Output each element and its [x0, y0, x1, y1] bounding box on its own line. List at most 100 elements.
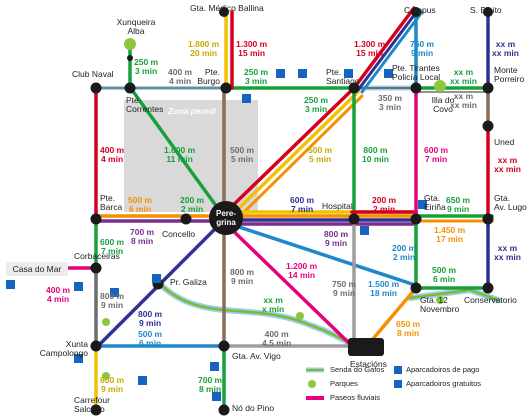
- station-node: [90, 340, 102, 352]
- distance-label: 650 m 9 min: [446, 195, 471, 214]
- station-carrefour-salcedo[interactable]: Carrefour Salcedo: [74, 395, 110, 414]
- station-pte-correntes[interactable]: Pte. Correntes: [126, 95, 164, 114]
- distance-label: 1.500 m 18 min: [368, 279, 400, 298]
- distance-label: 500 m 5 min: [308, 145, 333, 164]
- distance-label: xx m xx min: [494, 243, 521, 262]
- station-pr-galiza[interactable]: Pr. Galiza: [170, 277, 207, 287]
- distance-label: 400 m 4 min: [168, 67, 193, 86]
- station-node: [348, 213, 360, 225]
- station-uned[interactable]: Uned: [494, 137, 515, 147]
- distance-label: 1.300 m 15 min: [354, 39, 386, 58]
- station-node: [348, 82, 360, 94]
- station-estacions[interactable]: Estacións: [350, 359, 387, 369]
- distance-label: 650 m 8 min: [396, 319, 421, 338]
- distance-label: 750 m 9 min: [332, 279, 357, 298]
- station-node: [483, 7, 493, 17]
- pedestrian-zone: [124, 100, 258, 212]
- station-gta-eirina[interactable]: Gta. Eiriña: [424, 193, 446, 212]
- park-icon: [434, 80, 446, 92]
- distance-label: 400 m 4 min: [46, 285, 71, 304]
- distance-label: xx m x min: [262, 295, 285, 314]
- route-santiago-campus-red: [352, 6, 416, 90]
- station-monte-porreiro[interactable]: Monte Porreiro: [494, 65, 525, 84]
- station-xunta-campolongo[interactable]: Xunta Campolongo: [39, 339, 88, 358]
- distance-label: 400 m 4 min: [100, 145, 125, 164]
- station-pte-burgo[interactable]: Pte. Burgo: [197, 67, 220, 86]
- station-node: [410, 213, 422, 225]
- station-node: [411, 7, 421, 17]
- distance-label: 600 m 7 min: [290, 195, 315, 214]
- route-peregrina-santiago-red: [222, 86, 356, 216]
- distance-label: xx m xx min: [494, 155, 521, 174]
- station-node: [482, 120, 494, 132]
- distance-label: 200 m 2 min: [392, 243, 417, 262]
- station-no-do-pino[interactable]: Nó do Pino: [232, 403, 275, 413]
- hub-label: Pere- grina: [215, 209, 236, 227]
- distance-label: 350 m 3 min: [378, 93, 403, 112]
- station-gta-av-lugo[interactable]: Gta. Av. Lugo: [494, 193, 527, 212]
- distance-label: xx m xx min: [450, 67, 477, 86]
- station-campus[interactable]: Campus: [404, 5, 436, 15]
- station-concello[interactable]: Concello: [162, 229, 196, 239]
- distance-label: 500 m 6 min: [128, 195, 153, 214]
- distance-label: 750 m 9 min: [410, 39, 435, 58]
- station-xunqueira-alba[interactable]: Xunqueira Alba: [116, 17, 156, 36]
- station-corbaceiras[interactable]: Corbaceiras: [74, 251, 120, 261]
- distance-label: 800 m 9 min: [100, 291, 125, 310]
- park-icon: [296, 312, 304, 320]
- station-node: [219, 7, 229, 17]
- distance-label: 800 m 10 min: [362, 145, 389, 164]
- parking-markers: [6, 69, 427, 401]
- distance-label: 1.800 m 20 min: [188, 39, 220, 58]
- zone-label: Zona peonil: [168, 106, 216, 116]
- distance-label: 1.000 m 11 min: [164, 145, 196, 164]
- station-gta-av-vigo[interactable]: Gta. Av. Vigo: [232, 351, 281, 361]
- distance-label: 1.300 m 15 min: [236, 39, 268, 58]
- route-peregrina-12nov: [222, 220, 414, 286]
- distance-label: 600 m 7 min: [424, 145, 449, 164]
- station-s-bieito[interactable]: S. Bieito: [470, 5, 502, 15]
- park-markers: [102, 38, 446, 380]
- route-peregrina-santiago-yellow: [227, 90, 360, 220]
- legend-parques: Parques: [330, 379, 358, 388]
- station-node: [90, 404, 102, 416]
- distance-label: 800 m 9 min: [324, 229, 349, 248]
- station-conservatorio[interactable]: Conservatorio: [464, 295, 517, 305]
- distance-label: 600 m 7 min: [100, 237, 125, 256]
- legend-gratuitos: Aparcadoiros gratuitos: [406, 379, 482, 388]
- distance-label: 500 m 6 min: [138, 329, 163, 348]
- station-club-naval[interactable]: Club Naval: [72, 69, 114, 79]
- station-illa-do-covo[interactable]: Illa do Covo: [431, 95, 455, 114]
- route-correntes-peregrina: [130, 88, 224, 216]
- gafos-trail-line: [156, 280, 360, 350]
- park-icon: [102, 372, 110, 380]
- station-pte-santiago[interactable]: Pte. Santiago: [326, 67, 360, 86]
- station-hospital[interactable]: Hospital: [322, 201, 353, 211]
- legend-paseos: Paseos fluviais: [330, 393, 381, 402]
- station-node: [482, 213, 494, 225]
- distance-label: 500 m 6 min: [432, 265, 457, 284]
- route-peregrina-santiago-orange: [232, 94, 364, 224]
- station-pte-tirantes[interactable]: Pte. Tirantes Policía Local: [392, 63, 441, 82]
- distance-label: 800 m 9 min: [230, 267, 255, 286]
- station-casa-do-mar[interactable]: Casa do Mar: [6, 262, 68, 276]
- route-santiago-campus-navy: [356, 8, 420, 92]
- station-node: [218, 340, 230, 352]
- estacions-terminal: [348, 338, 384, 356]
- park-icon: [124, 38, 136, 50]
- station-node: [218, 404, 230, 416]
- station-node: [127, 55, 133, 61]
- distance-label: 1.200 m 14 min: [286, 261, 318, 280]
- station-gta-medico-ballina[interactable]: Gta. Médico Ballina: [190, 3, 264, 13]
- distance-label: 250 m 3 min: [244, 67, 269, 86]
- distance-label: 700 m 8 min: [198, 375, 223, 394]
- distance-label: 250 m 3 min: [134, 57, 159, 76]
- station-node: [90, 262, 102, 274]
- distance-label: 800 m 9 min: [100, 375, 125, 394]
- distance-label: 800 m 9 min: [138, 309, 163, 328]
- station-gta-12-novembro[interactable]: Gta. 12 Novembro: [420, 295, 460, 314]
- station-pte-barca[interactable]: Pte. Barca: [100, 193, 123, 212]
- gafos-trail: [155, 279, 361, 351]
